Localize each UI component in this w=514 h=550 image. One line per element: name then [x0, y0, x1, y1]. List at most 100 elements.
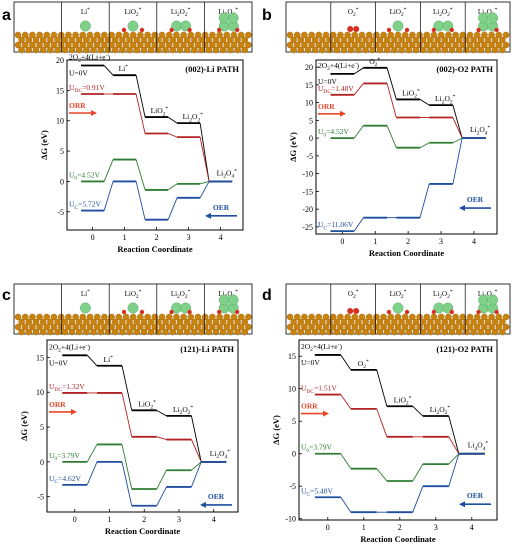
connector — [191, 461, 202, 488]
panel-c: c Li* LiO2* Li2O2* Li2O4* -5 0 5 10 15 0 1 2 3 4 Reacti… — [2, 283, 253, 536]
connector — [199, 137, 210, 182]
slab-atom — [165, 313, 173, 321]
slab-atom — [409, 313, 416, 321]
ueq-label: U0=3.79V — [49, 451, 81, 462]
slab-atom — [205, 36, 213, 44]
connector — [103, 159, 114, 182]
slab-atom — [137, 323, 144, 331]
slab-atom — [405, 328, 413, 336]
panel-label: c — [2, 287, 11, 304]
slab-atom — [191, 36, 198, 44]
slab-atom — [234, 318, 241, 326]
slab-atom — [65, 323, 72, 331]
slab-atom — [412, 36, 420, 44]
y-tick-label: 10 — [56, 117, 64, 126]
slab-atom — [365, 41, 373, 49]
slab-atom — [448, 318, 456, 326]
y-tick-label: 15 — [56, 86, 64, 95]
slab-atom — [455, 36, 463, 44]
slab-atom — [311, 46, 319, 54]
slab-atom — [304, 318, 312, 326]
slab-atom — [358, 323, 366, 331]
slab-atom — [470, 46, 477, 54]
slab-atom — [75, 318, 83, 326]
slab-atom — [470, 36, 477, 44]
connector — [353, 83, 364, 96]
slab-atom — [495, 41, 503, 49]
slab-atom — [39, 318, 47, 326]
x-tick-label: 3 — [439, 237, 443, 246]
oxygen-atom — [169, 309, 174, 315]
ueq-label: U0=4.52V — [69, 170, 101, 181]
y-tick-label: 10 — [36, 388, 44, 397]
slab-atom — [230, 41, 238, 49]
oer-label: OER — [467, 195, 484, 204]
slab-atom — [290, 36, 297, 44]
slab-atom — [162, 318, 169, 326]
step-label: Li* — [119, 64, 129, 73]
slab-atom — [140, 46, 148, 54]
x-tick-label: 3 — [434, 523, 438, 532]
slab-atom — [201, 41, 209, 49]
oxygen-atom — [494, 309, 499, 315]
oxygen-atom — [169, 27, 174, 33]
slab-atom — [108, 313, 115, 321]
series-u0 — [330, 66, 486, 140]
connector — [167, 197, 178, 220]
structure-strip: Li*LiO2*Li2O2*Li2O4* — [13, 283, 253, 336]
lithium-atom — [127, 302, 139, 314]
step-label: Li2O2* — [435, 94, 456, 105]
slab-atom — [29, 313, 36, 321]
slab-atom — [104, 36, 112, 44]
slab-atom — [383, 36, 391, 44]
slab-atom — [286, 41, 294, 49]
slab-atom — [358, 41, 366, 49]
connector — [135, 159, 146, 191]
x-tick-label: 0 — [326, 523, 330, 532]
x-tick-label: 3 — [177, 515, 181, 524]
slab-atom — [165, 323, 173, 331]
slab-atom — [355, 318, 362, 326]
slab-atom — [191, 318, 198, 326]
x-tick-label: 1 — [362, 523, 366, 532]
slab-atom — [373, 31, 380, 39]
slab-atom — [491, 328, 499, 336]
connector — [340, 453, 352, 469]
connector — [167, 133, 178, 138]
slab-atom — [194, 31, 202, 39]
slab-atom — [57, 41, 65, 49]
u0-label: U=0V — [318, 77, 337, 86]
slab-atom — [133, 36, 141, 44]
slab-atom — [391, 318, 398, 326]
slab-atom — [201, 31, 209, 39]
slab-atom — [452, 41, 459, 49]
slab-atom — [187, 323, 195, 331]
slab-atom — [187, 31, 195, 39]
slab-atom — [412, 318, 420, 326]
connector — [191, 415, 202, 462]
udc-label: UDC=1.51V — [301, 384, 337, 395]
slab-atom — [427, 328, 434, 336]
slab-atom — [209, 313, 216, 321]
connector — [135, 75, 146, 118]
slab-atom — [459, 31, 467, 39]
slab-atom — [21, 323, 29, 331]
slab-atom — [311, 36, 319, 44]
y-tick-label: -20 — [302, 205, 313, 214]
slab-atom — [355, 46, 362, 54]
start-state-label: 2O2+4(Li+e-) — [49, 342, 90, 353]
slab-atom — [90, 46, 97, 54]
u0-label: U=0V — [49, 358, 68, 367]
slab-atom — [416, 41, 423, 49]
y-tick-label: -5 — [306, 152, 313, 161]
slab-atom — [477, 318, 485, 326]
slab-atom — [340, 318, 348, 326]
slab-atom — [452, 323, 459, 331]
slab-atom — [212, 318, 220, 326]
orr-label: ORR — [69, 101, 86, 110]
step-label: Li4O4* — [468, 441, 489, 452]
slab-atom — [473, 41, 481, 49]
slab-atom — [293, 313, 301, 321]
slab-atom — [93, 313, 101, 321]
connector — [121, 365, 133, 411]
